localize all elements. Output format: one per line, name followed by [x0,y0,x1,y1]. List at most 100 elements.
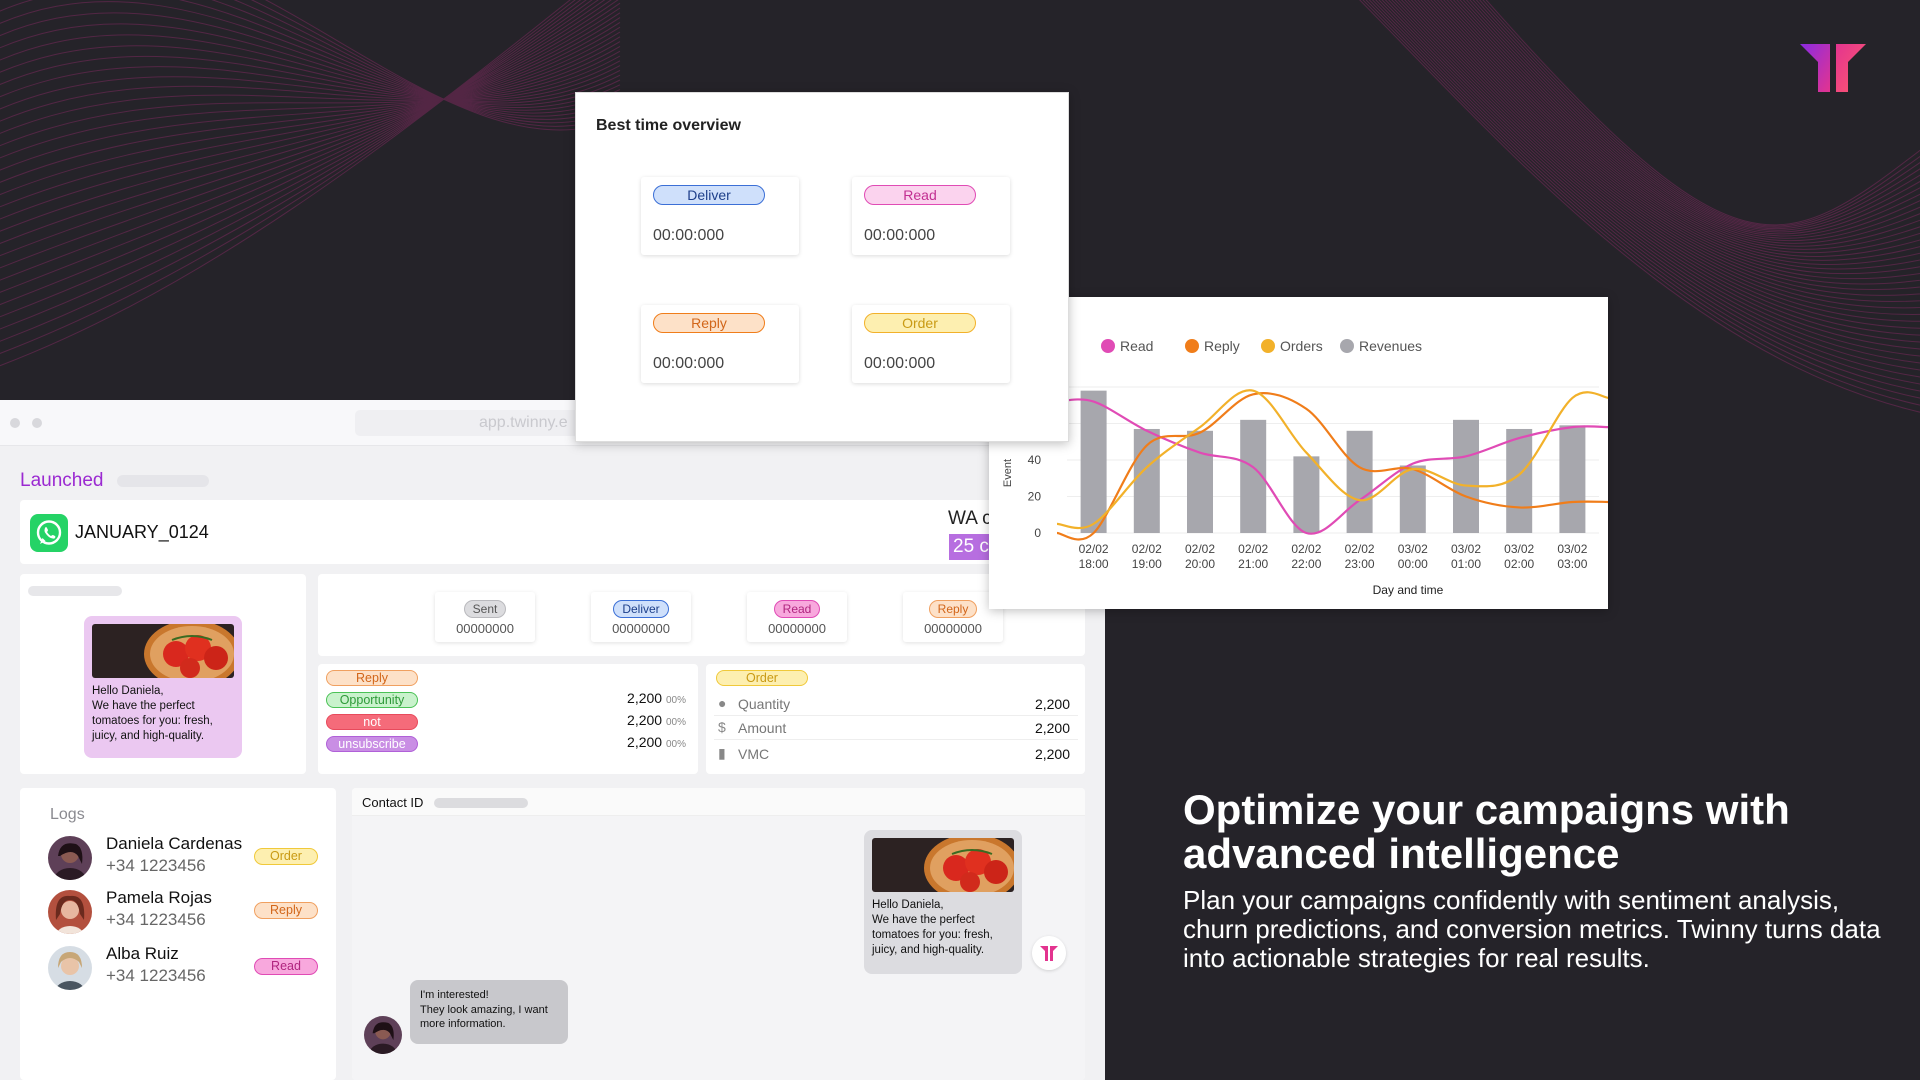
chat-card: Contact ID He [352,788,1085,1080]
wave-line [0,2,621,257]
x-tick-label: 01:00 [1451,557,1481,571]
legend-label: Orders [1280,338,1323,354]
wave-line [0,0,593,318]
legend-marker [1340,339,1354,353]
x-tick-label: 02/02 [1345,542,1375,556]
series-line-reply [1056,392,1608,541]
wave-line [0,0,571,367]
window-dot[interactable] [32,418,42,428]
best-time-value: 00:00:000 [864,227,936,244]
series-line-orders [1056,389,1608,530]
wave-line [1407,0,1920,309]
wave-line [0,41,621,159]
y-axis-label: Event [1002,459,1014,487]
best-time-value: 00:00:000 [653,355,725,372]
wave-line [1462,0,1920,237]
x-tick-label: 21:00 [1238,557,1268,571]
user-message-bubble: I'm interested! They look amazing, I wan… [410,980,568,1044]
not-interested-tag[interactable]: not interested [326,714,418,743]
events-chart-panel: redReadReplyOrdersRevenues02040Event02/0… [989,297,1608,609]
best-time-label: Deliver [653,185,765,205]
x-tick-label: 03/02 [1557,542,1587,556]
best-time-reply[interactable]: Reply 00:00:000 [641,305,799,383]
order-value: 2,200 [1034,746,1070,762]
stat-sent[interactable]: Sent 00000000 [435,592,535,642]
campaign-header[interactable]: JANUARY_0124 WA c 25 c [20,500,1085,564]
wave-line [1439,0,1920,257]
order-label: Quantity [738,696,791,712]
stat-reply[interactable]: Reply 00000000 [903,592,1003,642]
legend-label: Reply [1204,338,1240,354]
wave-line [250,0,621,127]
wave-line [1381,0,1920,364]
wave-line [1365,0,1920,399]
x-tick-label: 02/02 [1079,542,1109,556]
stat-read[interactable]: Read 00000000 [747,592,847,642]
window-dot[interactable] [10,418,20,428]
wave-line [0,45,621,147]
log-item[interactable]: Alba Ruiz +34 1223456 Read [48,942,328,992]
avatar [364,1016,402,1054]
log-name: Daniela Cardenas [106,834,243,853]
stat-label: Read [773,600,821,618]
order-value: 2,200 [1034,696,1070,712]
percent: 00% [665,695,686,706]
bar [1080,390,1107,533]
not-interested-value: 2,200 00% [627,712,686,728]
value: 2,200 [627,690,663,706]
order-row-vmc: ▮ VMC 2,200 [714,742,1078,766]
legend-marker [1261,339,1275,353]
stat-deliver[interactable]: Deliver 00000000 [591,592,691,642]
bot-message-bubble: Hello Daniela, We have the perfect tomat… [864,830,1022,974]
log-phone: +34 1223456 [106,966,206,985]
app-browser-window: app.twinny.e Launched JANUARY_0124 WA c … [0,400,1105,1080]
wave-line [0,26,621,196]
percent: 00% [665,717,686,728]
wave-line [0,55,621,102]
x-tick-label: 02/02 [1238,542,1268,556]
wave-line [0,65,621,101]
wave-line [1375,0,1920,378]
wave-line [0,21,621,208]
order-value: 2,200 [1034,720,1070,736]
wave-line [0,17,621,220]
tomato-image [92,624,234,678]
bar [1187,430,1213,533]
preview-message-bubble: Hello Daniela, We have the perfect tomat… [84,616,242,758]
best-time-read[interactable]: Read 00:00:000 [852,177,1010,255]
stat-value: 00000000 [612,621,670,636]
best-time-deliver[interactable]: Deliver 00:00:000 [641,177,799,255]
status-badge: Order [254,848,318,865]
best-time-order[interactable]: Order 00:00:000 [852,305,1010,383]
wave-line [0,12,621,232]
chat-area[interactable]: Hello Daniela, We have the perfect tomat… [352,816,1085,1080]
wave-line [0,0,612,281]
wave-line [0,12,621,111]
wave-line [1368,0,1920,392]
x-tick-label: 02/02 [1132,542,1162,556]
x-tick-label: 03/02 [1451,542,1481,556]
bot-line: juicy, and high-quality. [872,944,985,956]
bot-line: Hello Daniela, [872,899,944,911]
opportunity-tag[interactable]: Opportunity [326,692,418,708]
stat-label: Reply [928,600,978,618]
series-line-read [1056,398,1608,535]
contact-id-label: Contact ID [362,795,424,810]
unsubscribe-tag[interactable]: unsubscribe [326,736,418,752]
order-label: VMC [738,746,770,762]
wave-line [1423,0,1920,280]
wave-line [1404,0,1920,315]
x-tick-label: 03/02 [1504,542,1534,556]
log-item[interactable]: Daniela Cardenas +34 1223456 Order [48,832,328,882]
status-badge: Read [254,958,318,975]
x-tick-label: 19:00 [1132,557,1162,571]
stat-label: Sent [463,600,507,618]
wave-line [0,50,621,135]
hero-description: Plan your campaigns confidently with sen… [1183,885,1881,973]
reply-header-tag: Reply [326,670,418,686]
log-item[interactable]: Pamela Rojas +34 1223456 Reply [48,886,328,936]
twinny-bot-icon [1032,936,1066,970]
x-axis-label: Day and time [1373,583,1444,597]
wave-line [1482,0,1920,227]
wave-line [0,60,621,110]
